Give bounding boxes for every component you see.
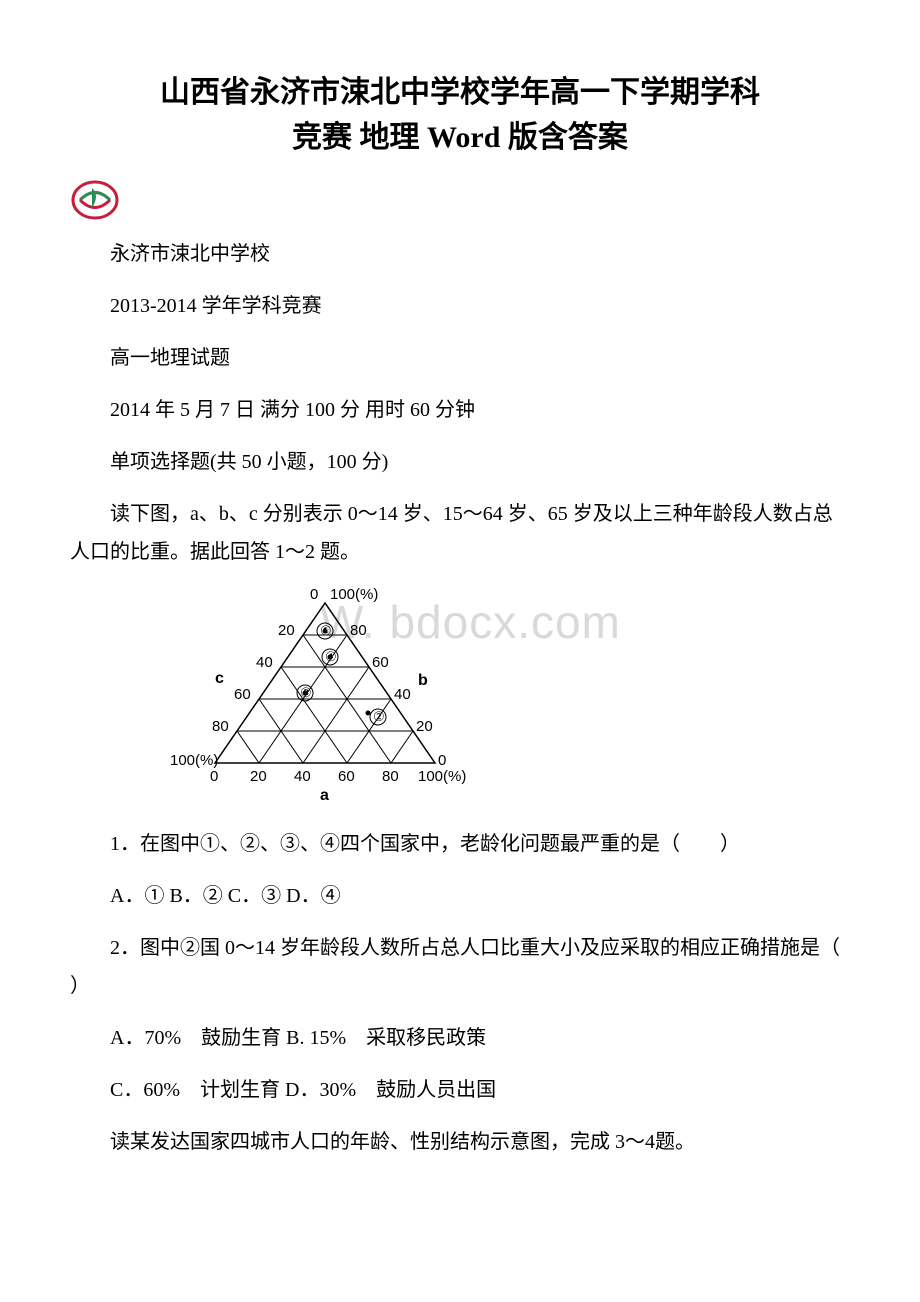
tri-top-100: 100(%) xyxy=(330,586,378,603)
b-tick-40: 40 xyxy=(394,686,411,703)
a-tick-20: 20 xyxy=(250,768,267,785)
b-tick-0: 0 xyxy=(438,752,446,769)
axis-a-label: a xyxy=(320,787,329,804)
title-line-1: 山西省永济市涑北中学校学年高一下学期学科 xyxy=(160,76,760,109)
year-competition: 2013-2014 学年学科竞赛 xyxy=(70,287,850,325)
exam-info: 2014 年 5 月 7 日 满分 100 分 用时 60 分钟 xyxy=(70,391,850,429)
section-header: 单项选择题(共 50 小题，100 分) xyxy=(70,443,850,481)
school-name: 永济市涑北中学校 xyxy=(70,235,850,273)
logo-icon xyxy=(70,180,850,220)
ternary-diagram: 0 100(%) c b a 20 40 60 80 100(%) 80 60 … xyxy=(170,585,480,805)
c-tick-40: 40 xyxy=(256,654,273,671)
c-tick-60: 60 xyxy=(234,686,251,703)
tri-top-zero: 0 xyxy=(310,586,318,603)
question-1-options: A．① B．② C．③ D．④ xyxy=(70,877,850,915)
question-2-options-cd: C．60% 计划生育 D．30% 鼓励人员出国 xyxy=(70,1071,850,1109)
subject-line: 高一地理试题 xyxy=(70,339,850,377)
question-1: 1．在图中①、②、③、④四个国家中，老龄化问题最严重的是（ ） xyxy=(70,825,850,863)
a-tick-0: 0 xyxy=(210,768,218,785)
a-tick-40: 40 xyxy=(294,768,311,785)
question-2: 2．图中②国 0～14 岁年龄段人数所占总人口比重大小及应采取的相应正确措施是（… xyxy=(70,929,850,1005)
point-3: ③ xyxy=(300,685,312,700)
b-tick-20: 20 xyxy=(416,718,433,735)
question-2-options-ab: A．70% 鼓励生育 B. 15% 采取移民政策 xyxy=(70,1019,850,1057)
axis-c-label: c xyxy=(215,670,224,687)
intro-q12: 读下图，a、b、c 分别表示 0～14 岁、15～64 岁、65 岁及以上三种年… xyxy=(70,495,850,571)
triangle-diagram-container: W. bdocx.com 0 100(%) xyxy=(70,585,850,805)
c-tick-100: 100(%) xyxy=(170,752,218,769)
c-tick-20: 20 xyxy=(278,622,295,639)
title-line-2: 竞赛 地理 Word 版含答案 xyxy=(292,121,628,154)
b-tick-80: 80 xyxy=(350,622,367,639)
intro-q34: 读某发达国家四城市人口的年龄、性别结构示意图，完成 3～4题。 xyxy=(70,1123,850,1161)
c-tick-80: 80 xyxy=(212,718,229,735)
document-title: 山西省永济市涑北中学校学年高一下学期学科 竞赛 地理 Word 版含答案 xyxy=(70,70,850,160)
point-2: ② xyxy=(373,709,385,724)
point-4: ④ xyxy=(325,649,337,664)
a-tick-60: 60 xyxy=(338,768,355,785)
point-1: ① xyxy=(320,623,332,638)
axis-b-label: b xyxy=(418,672,428,689)
a-tick-100: 100(%) xyxy=(418,768,466,785)
b-tick-60: 60 xyxy=(372,654,389,671)
a-tick-80: 80 xyxy=(382,768,399,785)
